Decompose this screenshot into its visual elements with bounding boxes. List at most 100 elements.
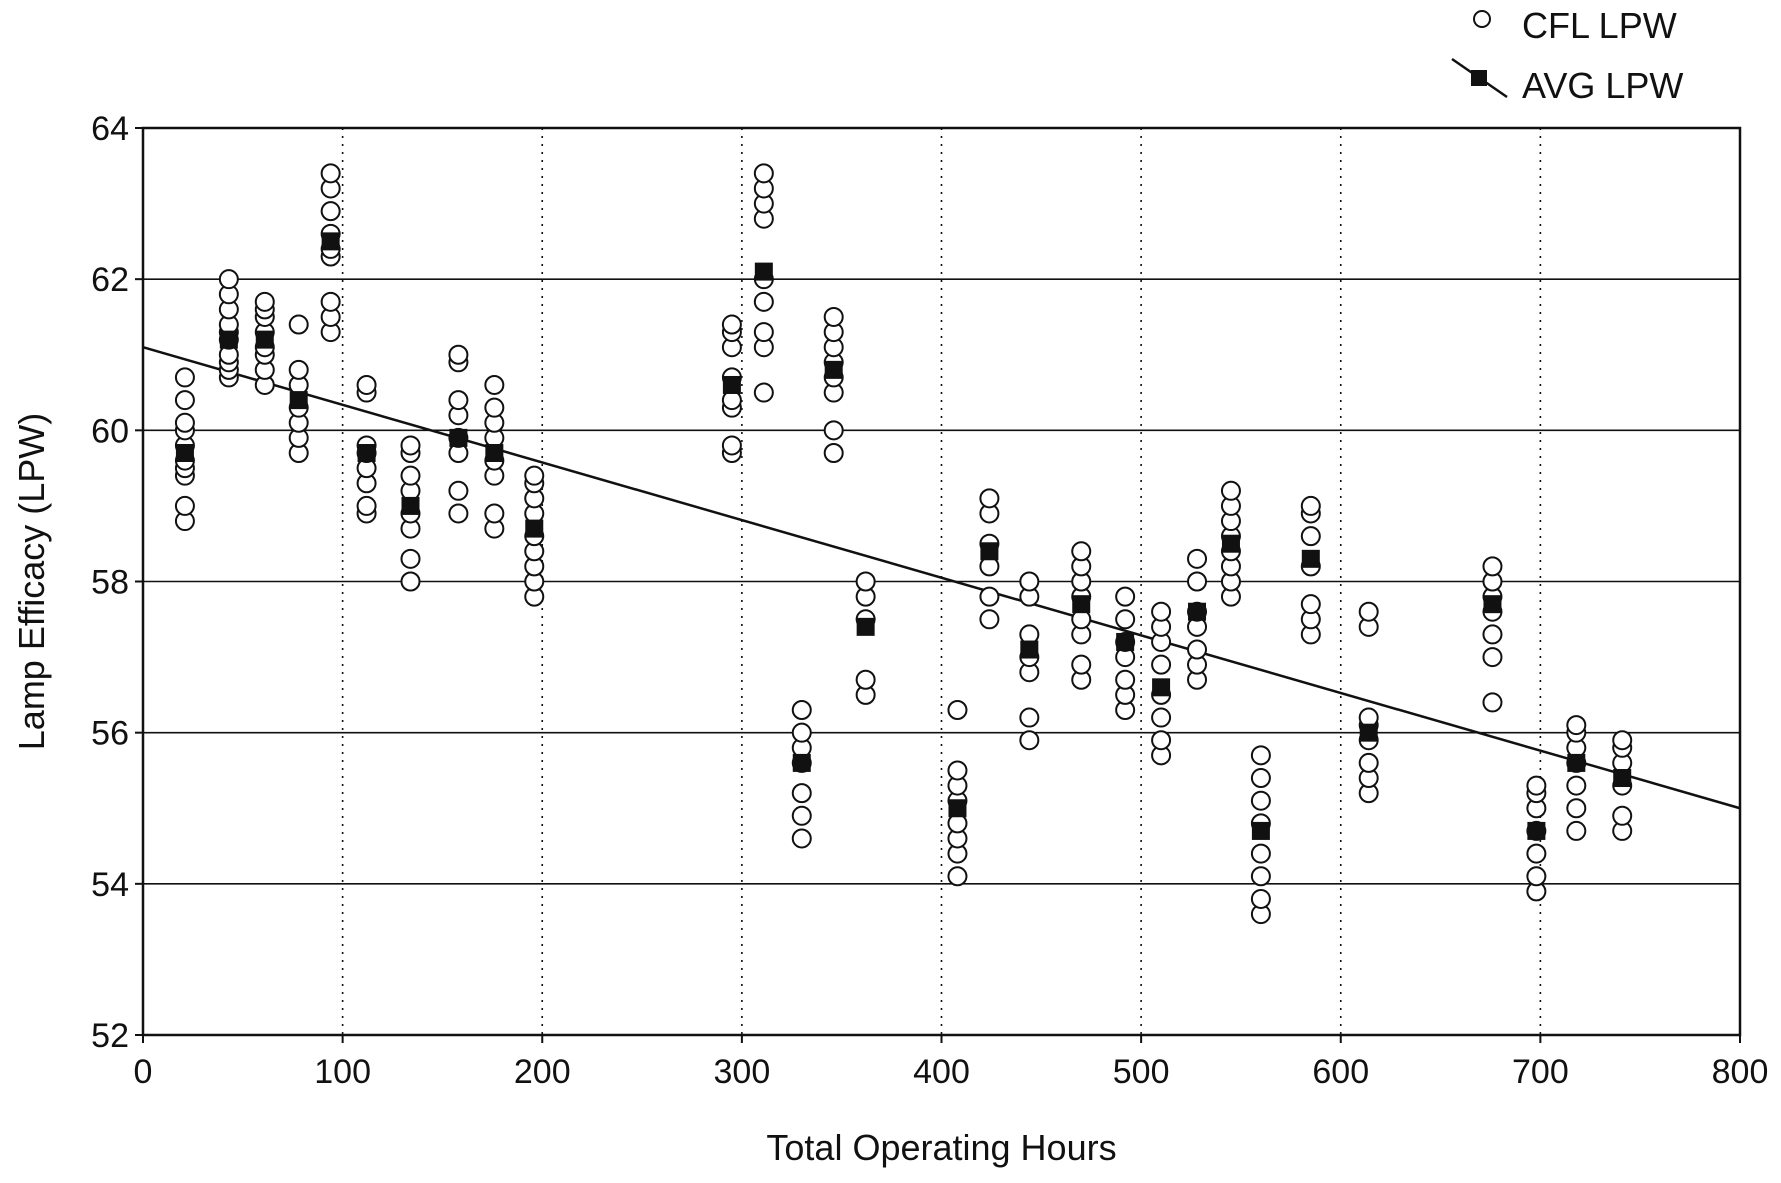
cfl-lpw-point (1526, 843, 1547, 864)
cfl-lpw-point (400, 465, 421, 486)
cfl-lpw-point (855, 571, 876, 592)
cfl-lpw-point (979, 488, 1000, 509)
cfl-lpw-point (174, 495, 195, 516)
avg-lpw-point (1301, 549, 1320, 568)
avg-lpw-point (255, 330, 274, 349)
cfl-lpw-point (356, 374, 377, 395)
avg-lpw-point (525, 519, 544, 538)
cfl-lpw-point (1071, 541, 1092, 562)
x-tick-label: 800 (1712, 1053, 1769, 1091)
cfl-lpw-point (174, 367, 195, 388)
cfl-lpw-point (218, 269, 239, 290)
y-tick-label: 56 (91, 715, 129, 753)
y-axis-label: Lamp Efficacy (LPW) (11, 413, 52, 750)
cfl-lpw-point (1358, 752, 1379, 773)
cfl-lpw-point (1115, 669, 1136, 690)
cfl-lpw-point (1300, 495, 1321, 516)
cfl-lpw-point (1482, 692, 1503, 713)
tick-layer: 52 54 56 58 60 62 64 0 100 200 300 400 500 600 700 800 (91, 110, 1768, 1091)
x-tick-label: 0 (134, 1053, 153, 1091)
cfl-lpw-point (979, 609, 1000, 630)
avg-lpw-point (1251, 821, 1270, 840)
cfl-lpw-point (791, 805, 812, 826)
x-tick-label: 200 (514, 1053, 571, 1091)
legend: CFL LPW AVG LPW (1451, 5, 1683, 106)
legend-cfl-marker (1473, 10, 1491, 28)
y-tick-label: 58 (91, 564, 129, 602)
cfl-lpw-point (791, 722, 812, 743)
cfl-lpw-point (1300, 526, 1321, 547)
cfl-lpw-point (1358, 601, 1379, 622)
cfl-lpw-point (484, 397, 505, 418)
cfl-lpw-point (484, 503, 505, 524)
cfl-lpw-point (1482, 624, 1503, 645)
cfl-lpw-point (1300, 594, 1321, 615)
cfl-lpw-point (1482, 647, 1503, 668)
cfl-lpw-point (1019, 571, 1040, 592)
cfl-lpw-point (448, 390, 469, 411)
cfl-lpw-point (1526, 866, 1547, 887)
y-tick-label: 52 (91, 1017, 129, 1055)
cfl-lpw-point (1566, 775, 1587, 796)
cfl-lpw-point (855, 669, 876, 690)
x-tick-label: 400 (913, 1053, 970, 1091)
avg-lpw-point (1483, 595, 1502, 614)
legend-avg-marker (1471, 70, 1487, 86)
cfl-lpw-point (721, 314, 742, 335)
cfl-lpw-point (1187, 548, 1208, 569)
x-axis-label: Total Operating Hours (766, 1127, 1116, 1168)
cfl-lpw-point (1019, 730, 1040, 751)
legend-cfl-label: CFL LPW (1522, 5, 1677, 46)
avg-lpw-point (321, 232, 340, 251)
y-tick-label: 64 (91, 110, 129, 148)
trend-layer (142, 345, 1741, 810)
avg-lpw-point (449, 428, 468, 447)
avg-lpw-point (824, 360, 843, 379)
cfl-lpw-point (753, 163, 774, 184)
cfl-lpw-point (524, 465, 545, 486)
cfl-lpw-point (1151, 601, 1172, 622)
cfl-lpw-point (791, 699, 812, 720)
cfl-lpw-point (753, 382, 774, 403)
avg-lpw-point (219, 330, 238, 349)
cfl-lpw-point (1151, 654, 1172, 675)
x-tick-label: 700 (1512, 1053, 1569, 1091)
avg-lpw-point (1116, 632, 1135, 651)
avg-lpw-point (1567, 753, 1586, 772)
cfl-lpw-point (1187, 639, 1208, 660)
cfl-lpw-point (1250, 866, 1271, 887)
cfl-lpw-point (448, 344, 469, 365)
cfl-lpw-point (1151, 707, 1172, 728)
cfl-lpw-point (400, 571, 421, 592)
y-tick-label: 62 (91, 261, 129, 299)
cfl-lpw-point (1250, 843, 1271, 864)
x-tick-label: 500 (1113, 1053, 1170, 1091)
cfl-lpw-point (947, 760, 968, 781)
avg-lpw-point (1020, 640, 1039, 659)
cfl-lpw-point (288, 359, 309, 380)
cfl-lpw-point (1250, 888, 1271, 909)
cfl-lpw-point (484, 374, 505, 395)
cfl-lpw-point (947, 699, 968, 720)
cfl-lpw-point (1250, 768, 1271, 789)
x-tick-label: 100 (314, 1053, 371, 1091)
cfl-lpw-point (254, 291, 275, 312)
avg-lpw-point (1188, 602, 1207, 621)
cfl-lpw-point (174, 390, 195, 411)
avg-lpw-point (948, 799, 967, 818)
points-layer (174, 163, 1633, 925)
avg-lpw-point (1152, 678, 1171, 697)
cfl-lpw-point (823, 420, 844, 441)
cfl-lpw-point (288, 314, 309, 335)
cfl-lpw-point (320, 163, 341, 184)
cfl-lpw-point (1220, 480, 1241, 501)
cfl-lpw-point (753, 322, 774, 343)
avg-lpw-point (754, 262, 773, 281)
cfl-lpw-point (1566, 820, 1587, 841)
cfl-lpw-point (174, 412, 195, 433)
avg-lpw-point (1221, 534, 1240, 553)
cfl-lpw-point (1019, 707, 1040, 728)
trend-line (142, 345, 1741, 810)
